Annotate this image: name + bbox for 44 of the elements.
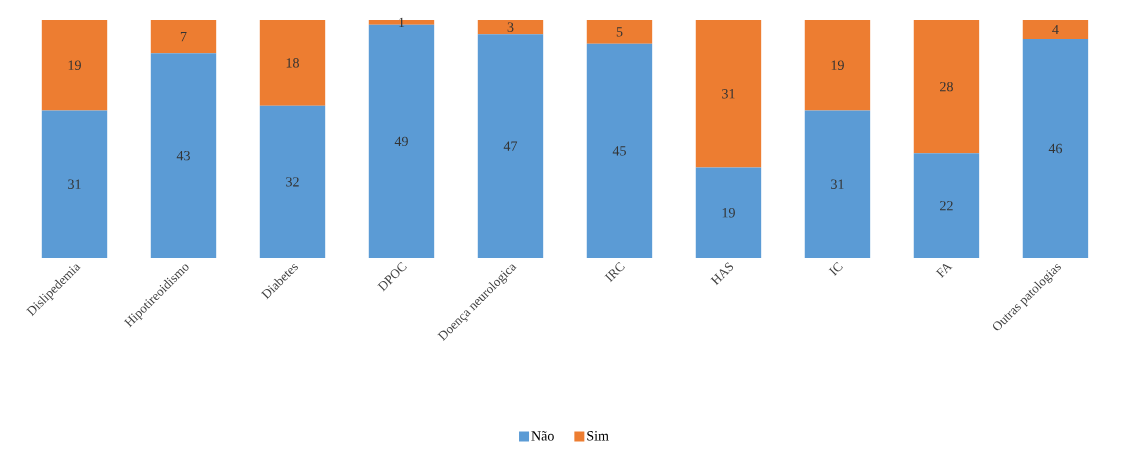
legend-label: Não [531, 431, 554, 441]
data-label: 19 [68, 60, 81, 70]
legend-label: Sim [587, 431, 609, 441]
bar [150, 53, 217, 258]
bar [804, 20, 871, 111]
bar [259, 20, 326, 106]
bar [368, 20, 435, 25]
bar [41, 20, 108, 111]
bar [1022, 20, 1089, 40]
bar [695, 20, 762, 168]
data-label: 22 [940, 201, 953, 211]
bar [477, 34, 544, 258]
bar [695, 167, 762, 258]
data-label: 47 [503, 141, 518, 151]
bar [41, 110, 108, 258]
bar [1022, 39, 1089, 258]
data-label: 18 [286, 58, 299, 68]
x-tick-label: FA [935, 264, 953, 278]
data-label: 32 [286, 177, 299, 187]
data-label: 45 [612, 146, 626, 156]
data-label: 19 [722, 208, 735, 218]
bar [913, 20, 980, 154]
bar [477, 20, 544, 35]
bar [259, 105, 326, 258]
data-label: 28 [940, 81, 953, 92]
bar [804, 110, 871, 258]
data-label: 31 [722, 89, 735, 99]
data-label: 31 [68, 179, 81, 189]
x-tick-label: IC [828, 261, 843, 277]
data-label: 4 [1052, 24, 1059, 35]
data-label: 19 [831, 60, 844, 70]
data-label: 1 [399, 17, 405, 27]
data-label: 49 [394, 136, 408, 147]
data-label: 31 [831, 179, 844, 189]
data-label: 5 [616, 27, 623, 37]
data-label: 7 [180, 32, 187, 42]
bar [913, 153, 980, 258]
data-label: 43 [176, 150, 190, 161]
data-label: 46 [1048, 143, 1063, 154]
bar [586, 43, 653, 258]
data-label: 3 [507, 22, 514, 32]
bar [586, 20, 653, 44]
x-tick-label: IRC [604, 261, 625, 283]
bar [150, 20, 217, 54]
